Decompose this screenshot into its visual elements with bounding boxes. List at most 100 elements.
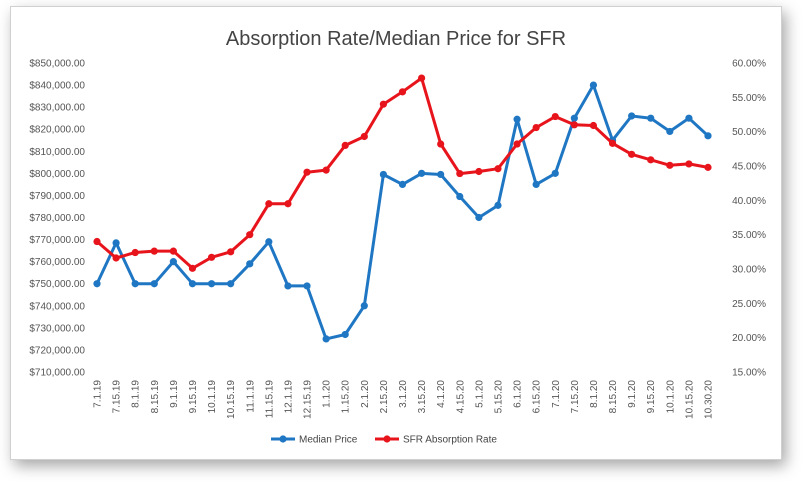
series-0-point bbox=[398, 180, 407, 188]
series-1-point bbox=[188, 264, 197, 272]
x-tick-label: 2.1.20 bbox=[360, 380, 371, 408]
x-tick-label: 10.1.20 bbox=[665, 380, 676, 414]
series-1-point bbox=[628, 150, 636, 158]
left-tick-label: $710,000.00 bbox=[29, 368, 85, 379]
series-0-point bbox=[628, 112, 636, 120]
series-1-point bbox=[207, 253, 216, 261]
series-0-point bbox=[150, 280, 158, 288]
x-tick-label: 10.15.19 bbox=[226, 380, 237, 419]
series-0-point bbox=[704, 132, 712, 140]
series-0-point bbox=[93, 280, 101, 288]
series-0-point bbox=[437, 170, 445, 179]
left-tick-label: $810,000.00 bbox=[29, 147, 85, 158]
left-tick-label: $840,000.00 bbox=[29, 81, 85, 92]
series-1-point bbox=[532, 123, 540, 132]
series-line-1 bbox=[96, 76, 709, 270]
right-tick-label: 25.00% bbox=[732, 299, 766, 310]
x-tick-label: 6.15.20 bbox=[532, 380, 543, 414]
series-1-point bbox=[227, 248, 235, 256]
series-0-point bbox=[379, 170, 388, 179]
series-0-point bbox=[188, 280, 197, 288]
chart-frame: Absorption Rate/Median Price for SFR $71… bbox=[10, 6, 782, 460]
series-0-point bbox=[532, 180, 540, 188]
series-1-point bbox=[379, 100, 388, 108]
plot-area bbox=[93, 74, 712, 343]
series-1-point bbox=[570, 121, 578, 129]
right-tick-label: 60.00% bbox=[732, 59, 766, 70]
series-0-point bbox=[207, 280, 216, 288]
left-tick-label: $730,000.00 bbox=[29, 323, 85, 334]
series-0-point bbox=[360, 302, 368, 310]
series-1-point bbox=[398, 88, 407, 96]
x-tick-label: 1.1.20 bbox=[322, 380, 333, 408]
series-0-point bbox=[570, 114, 578, 122]
left-tick-label: $770,000.00 bbox=[29, 235, 85, 246]
x-tick-label: 7.1.19 bbox=[93, 380, 104, 408]
series-0-point bbox=[513, 115, 521, 123]
x-tick-label: 4.1.20 bbox=[436, 380, 447, 408]
x-tick-label: 8.15.19 bbox=[150, 380, 161, 414]
series-0-point bbox=[341, 330, 349, 339]
x-tick-label: 5.15.20 bbox=[493, 380, 504, 414]
series-0-point bbox=[112, 239, 120, 247]
left-tick-label: $850,000.00 bbox=[29, 59, 85, 70]
series-1-point bbox=[112, 254, 120, 262]
series-1-point bbox=[704, 163, 712, 171]
x-tick-label: 10.1.19 bbox=[207, 380, 218, 414]
series-0-point bbox=[456, 192, 464, 201]
series-0-point bbox=[589, 81, 598, 89]
right-tick-label: 40.00% bbox=[732, 196, 766, 207]
left-tick-label: $790,000.00 bbox=[29, 191, 85, 202]
left-axis: $710,000.00 $720,000.00 $730,000.00 $740,00… bbox=[29, 59, 85, 379]
series-1-point bbox=[494, 165, 502, 173]
series-0-point bbox=[227, 280, 235, 288]
series-1-point bbox=[93, 237, 101, 246]
x-tick-label: 7.1.20 bbox=[551, 380, 562, 408]
series-1-point bbox=[131, 248, 139, 257]
series-1-point bbox=[456, 169, 464, 178]
series-1-point bbox=[685, 160, 693, 168]
x-tick-label: 9.15.20 bbox=[646, 380, 657, 414]
series-line-0 bbox=[95, 83, 710, 341]
series-1-point bbox=[608, 139, 617, 147]
series-0-point bbox=[284, 282, 292, 290]
series-0-point bbox=[666, 127, 674, 136]
legend: Median Price SFR Absorption Rate bbox=[271, 435, 497, 446]
x-tick-label: 1.15.20 bbox=[341, 380, 352, 414]
chart-title: Absorption Rate/Median Price for SFR bbox=[226, 28, 566, 50]
series-1-point bbox=[647, 156, 655, 164]
series-1-point bbox=[303, 168, 311, 176]
left-tick-label: $750,000.00 bbox=[29, 279, 85, 290]
series-0-point bbox=[647, 114, 655, 122]
series-0-point bbox=[322, 335, 330, 343]
series-1-point bbox=[513, 140, 521, 148]
series-0-point bbox=[551, 169, 559, 177]
series-1-point bbox=[437, 140, 445, 148]
series-1-point bbox=[589, 121, 598, 130]
x-tick-label: 8.15.20 bbox=[608, 380, 619, 414]
left-tick-label: $760,000.00 bbox=[29, 257, 85, 268]
right-tick-label: 45.00% bbox=[732, 162, 766, 173]
series-0-point bbox=[265, 238, 273, 246]
x-tick-label: 5.1.20 bbox=[474, 380, 485, 408]
right-tick-label: 50.00% bbox=[732, 127, 766, 138]
x-tick-label: 10.15.20 bbox=[684, 380, 695, 419]
series-0-point bbox=[417, 169, 426, 177]
series-0-point bbox=[475, 213, 483, 222]
series-1-point bbox=[284, 200, 292, 208]
legend-label: Median Price bbox=[299, 435, 358, 446]
left-tick-label: $720,000.00 bbox=[29, 345, 85, 356]
x-tick-label: 3.1.20 bbox=[398, 380, 409, 408]
series-1-point bbox=[551, 112, 559, 121]
left-tick-label: $820,000.00 bbox=[29, 125, 85, 136]
series-1-point bbox=[341, 141, 349, 149]
series-0-point bbox=[303, 282, 311, 290]
left-tick-label: $740,000.00 bbox=[29, 301, 85, 312]
series-1-point bbox=[322, 166, 330, 174]
x-tick-label: 10.30.20 bbox=[704, 380, 715, 419]
series-1-point bbox=[169, 247, 177, 255]
right-tick-label: 30.00% bbox=[732, 265, 766, 276]
x-tick-label: 9.15.19 bbox=[188, 380, 199, 414]
left-tick-label: $800,000.00 bbox=[29, 169, 85, 180]
left-tick-label: $830,000.00 bbox=[29, 103, 85, 114]
